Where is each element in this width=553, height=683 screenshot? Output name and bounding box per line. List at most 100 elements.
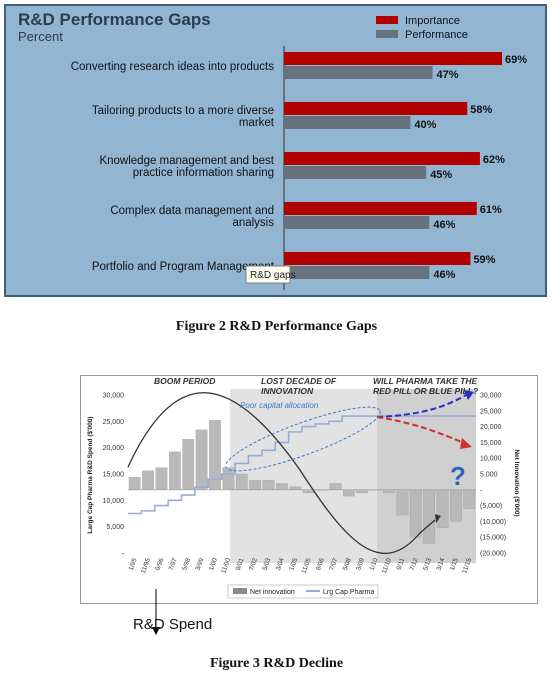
chart-legend: Importance Performance [376,15,468,41]
right-axis-tick: 10,000 [480,456,502,463]
right-axis-tick: (10,000) [480,519,506,526]
bar-performance [284,216,430,229]
performance-gaps-chart: R&D Performance Gaps Percent Importance … [4,4,547,297]
tooltip-text: R&D gaps [250,270,296,281]
header-boom-period: BOOM PERIOD [154,376,215,386]
left-axis-tick: - [122,551,125,558]
bar-performance [284,166,427,179]
bar-net-innovation [409,489,422,538]
bar-net-innovation [450,489,462,522]
x-tick-label: 3/09 [355,557,366,572]
header-future-1: WILL PHARMA TAKE THE [373,376,478,386]
bar-net-innovation [329,483,342,490]
bar-net-innovation [169,451,181,490]
question-mark: ? [450,461,466,491]
bar-net-innovation [142,470,154,490]
category-label: Converting research ideas into products [71,61,275,73]
data-label-performance: 45% [430,169,452,181]
red-pill-arrow [376,416,465,444]
category-label: analysis [232,217,274,229]
bar-performance [284,116,411,129]
legend-swatch-performance [376,30,398,38]
x-tick-label: 7/97 [168,557,179,572]
right-axis-tick: (20,000) [480,551,506,558]
x-tick-label: 5/03 [262,557,273,572]
bar-importance [284,152,480,165]
header-lost-decade-1: LOST DECADE OF [261,376,337,386]
category-label: practice information sharing [133,167,274,179]
bar-net-innovation [316,489,328,491]
trend-curve-arrowhead [435,514,441,523]
x-tick-label: 5/98 [181,557,192,572]
header-lost-decade-2: INNOVATION [261,386,314,396]
right-axis-tick: 30,000 [480,393,502,400]
right-axis-tick: (5,000) [480,503,502,510]
legend-swatch-net-innovation [233,588,247,594]
x-tick-label: 9/11 [396,557,407,571]
chart-title: R&D Performance Gaps [18,10,211,29]
category-label: market [239,117,275,129]
category-label: Complex data management and [110,205,274,217]
left-axis-tick: 30,000 [103,393,125,400]
figure-2-caption: Figure 2 R&D Performance Gaps [175,319,378,334]
legend-frame [227,584,379,599]
bar-net-innovation [209,420,221,490]
bar-importance [284,252,471,265]
bar-net-innovation [155,467,168,490]
bar-net-innovation [356,489,369,494]
x-tick-label: 1/95 [128,557,139,572]
x-tick-label: 7/12 [409,557,420,572]
data-label-performance: 47% [437,69,459,81]
right-axis-tick: 5,000 [480,472,498,479]
rd-spend-pointer-head [152,627,160,635]
trend-curve [127,392,436,554]
right-axis-tick: 20,000 [480,424,502,431]
bar-net-innovation [343,489,355,497]
x-tick-label: 3/99 [195,557,206,572]
right-axis-title: Net Innovation ($'000) [513,449,520,516]
bar-net-innovation [249,480,261,490]
legend-swatch-importance [376,16,398,24]
rd-spend-label: R&D Spend [133,616,213,633]
x-tick-label: 1/00 [208,557,219,572]
capital-allocation-ellipse [225,406,381,472]
blue-pill-arrow [376,394,467,418]
bar-net-innovation [235,473,248,490]
bar-net-innovation [195,429,208,490]
tooltip-box [245,265,291,284]
left-axis-title: Large Cap Pharma R&D Spend ($'000) [87,416,94,533]
right-axis-tick: - [480,487,483,494]
bar-performance [284,266,430,279]
left-axis-tick: 10,000 [103,498,125,505]
x-tick-label: 7/02 [248,557,259,572]
x-tick-label: 5/13 [422,557,433,572]
poor-capital-allocation-label: Poor capital allocation [240,401,319,410]
bar-importance [284,102,468,115]
x-tick-label: 1/10 [369,557,380,572]
left-axis-tick: 5,000 [106,524,124,531]
figure-3-caption: Figure 3 R&D Decline [209,656,344,671]
x-tick-label: 7/07 [328,557,339,572]
blue-pill-arrowhead [464,390,474,400]
bar-net-innovation [369,489,382,491]
x-tick-label: 9/01 [235,557,246,572]
category-label: Portfolio and Program Management [92,261,275,273]
bar-net-innovation [289,486,302,490]
bar-net-innovation [262,480,275,490]
chart-tooltip: R&D gaps [245,265,296,284]
x-tick-label: 9/96 [154,557,165,572]
bar-net-innovation [463,489,476,509]
x-tick-label: 3/04 [275,557,286,572]
legend-label-net-innovation: Net innovation [250,589,295,596]
x-tick-label: 5/08 [342,557,353,572]
bar-net-innovation [182,439,195,490]
right-axis-tick: 15,000 [480,440,502,447]
data-label-importance: 61% [480,204,502,216]
data-label-importance: 62% [483,154,505,166]
bar-net-innovation [383,489,395,494]
data-label-performance: 40% [414,119,436,131]
data-label-importance: 59% [473,254,495,266]
chart-subtitle: Percent [18,29,63,44]
left-axis-tick: 25,000 [103,419,125,426]
left-axis-tick: 15,000 [103,472,125,479]
